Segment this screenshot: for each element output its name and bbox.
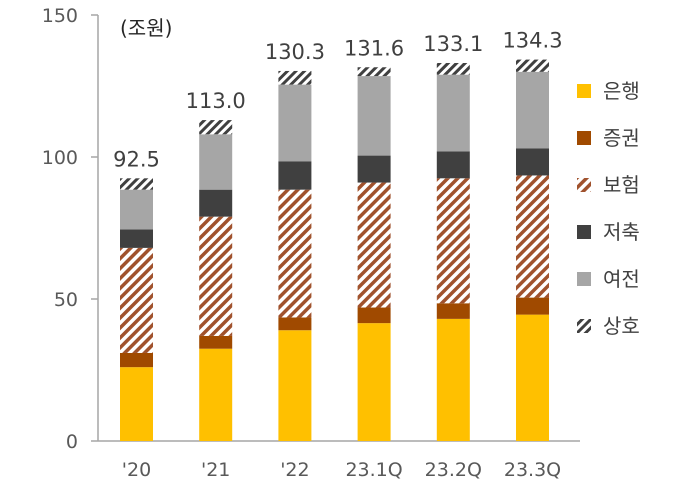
- bar-segment: [278, 161, 312, 190]
- bar-segment: [516, 148, 549, 176]
- bar-segment: [199, 216, 233, 336]
- bar-segment: [278, 330, 312, 441]
- x-tick-label: 23.3Q: [504, 459, 561, 481]
- bar-segment: [357, 76, 391, 156]
- bar-segment: [199, 120, 233, 135]
- bar-segment: [199, 134, 233, 190]
- x-tick-label: '20: [122, 459, 151, 481]
- unit-label: (조원): [120, 16, 172, 40]
- bar-segment: [357, 67, 391, 77]
- bar-segment: [516, 314, 549, 441]
- legend-label: 증권: [603, 126, 640, 150]
- x-tick-label: '22: [280, 459, 309, 481]
- bar-segment: [516, 71, 549, 149]
- bar-total-label: 113.0: [186, 89, 246, 113]
- labels-layer: 92.5 '20 113.0 '21 130.3 '22 131.6 23.1Q 133.1 23…: [113, 29, 562, 481]
- x-tick-label: 23.2Q: [425, 459, 482, 481]
- bar-segment: [120, 229, 153, 248]
- legend-swatch: [577, 84, 591, 98]
- y-tick-label: 150: [42, 5, 78, 27]
- bar-segment: [278, 84, 312, 162]
- legend-label: 저축: [603, 220, 640, 244]
- bar-total-label: 131.6: [344, 36, 404, 60]
- bar-segment: [436, 318, 470, 441]
- bar-total-label: 133.1: [423, 32, 483, 56]
- legend-swatch: [577, 272, 591, 286]
- legend-swatch: [577, 319, 591, 333]
- legend-swatch: [577, 225, 591, 239]
- bar-segment: [357, 307, 391, 324]
- bar-total-label: 130.3: [265, 40, 325, 64]
- bar-segment: [120, 352, 153, 368]
- legend-label: 보험: [603, 173, 640, 197]
- legend-label: 여전: [603, 267, 640, 291]
- bar-segment: [120, 367, 153, 441]
- axis-layer: 0 50 100 150: [42, 5, 580, 453]
- bar-segment: [120, 189, 153, 230]
- legend-swatch: [577, 131, 591, 145]
- bar-segment: [436, 303, 470, 319]
- bar-segment: [516, 59, 549, 72]
- bar-total-label: 92.5: [113, 147, 160, 171]
- legend-label: 상호: [603, 314, 640, 338]
- y-tick-label: 0: [66, 431, 78, 453]
- bars-layer: [120, 59, 549, 441]
- bar-segment: [357, 182, 391, 308]
- y-tick-label: 50: [54, 289, 78, 311]
- bar-segment: [516, 297, 549, 315]
- bar-segment: [436, 62, 470, 75]
- bar-segment: [278, 70, 312, 85]
- bar-segment: [199, 335, 233, 349]
- bar-segment: [199, 189, 233, 217]
- bar-segment: [436, 74, 470, 152]
- bar-total-label: 134.3: [502, 29, 562, 53]
- y-tick-label: 100: [42, 147, 78, 169]
- x-tick-label: 23.1Q: [345, 459, 402, 481]
- bar-segment: [120, 178, 153, 190]
- bar-segment: [278, 317, 312, 331]
- bar-segment: [436, 178, 470, 304]
- bar-segment: [436, 151, 470, 179]
- legend-swatch: [577, 178, 591, 192]
- bar-segment: [199, 348, 233, 441]
- bar-segment: [516, 175, 549, 298]
- bar-segment: [357, 155, 391, 183]
- x-tick-label: '21: [201, 459, 230, 481]
- bar-segment: [278, 189, 312, 318]
- bar-segment: [120, 247, 153, 353]
- legend-label: 은행: [603, 79, 640, 103]
- bar-segment: [357, 323, 391, 441]
